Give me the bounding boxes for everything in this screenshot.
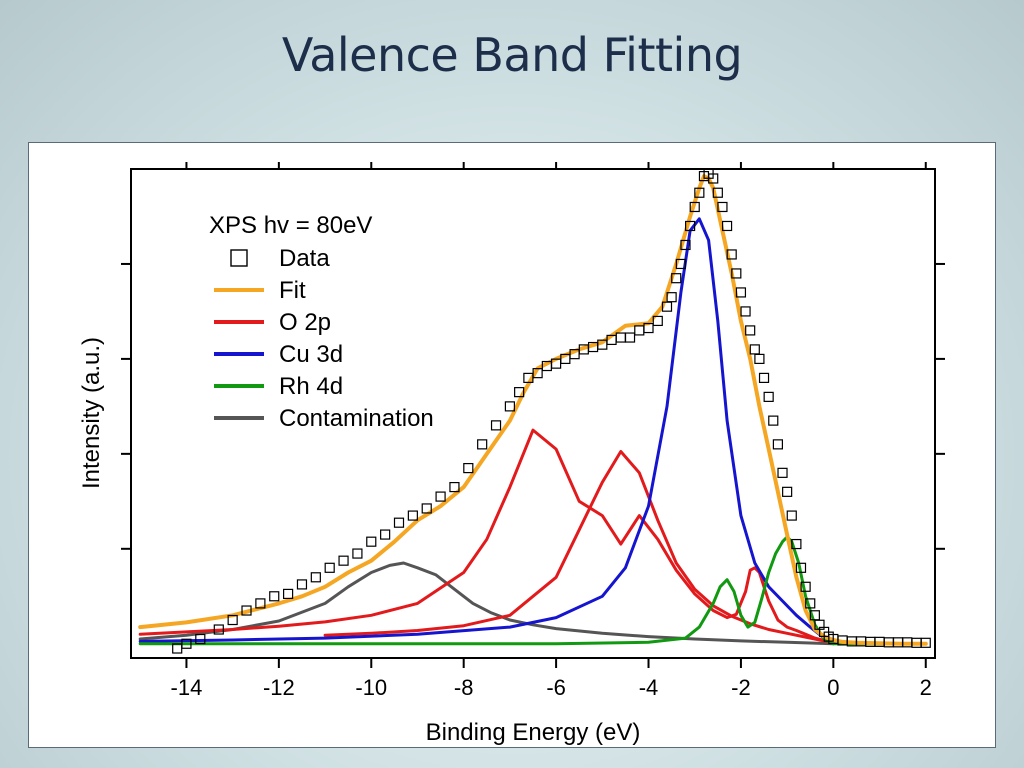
data-point — [195, 633, 206, 645]
legend-label: Rh 4d — [279, 373, 343, 400]
data-point — [532, 368, 543, 379]
spectrum-chart: -14 -12 -10 -8 -6 -4 -2 0 2 XPS hv = 80eV Data Fi… — [78, 162, 945, 746]
x-tick-label: -8 — [454, 675, 474, 700]
data-point — [920, 637, 931, 648]
x-tick-label: -6 — [546, 675, 566, 700]
x-tick-label: -4 — [639, 675, 659, 700]
x-tick-label: -12 — [263, 675, 295, 700]
legend-item-cu-3d: Cu 3d — [214, 341, 343, 368]
series-data-markers — [172, 169, 931, 654]
series-line-rh-4d — [138, 535, 928, 646]
legend-item-contamination: Contamination — [214, 405, 434, 432]
legend-swatch — [230, 249, 248, 267]
data-point — [685, 220, 696, 232]
data-point — [754, 353, 765, 365]
data-point — [407, 510, 418, 521]
tick-layer: -14 -12 -10 -8 -6 -4 -2 0 2 — [121, 162, 945, 700]
legend-item-data: Data — [230, 245, 330, 272]
data-point — [324, 562, 335, 573]
data-point — [763, 391, 774, 402]
data-point — [624, 332, 636, 343]
data-point — [782, 486, 793, 497]
legend-item-fit: Fit — [214, 277, 306, 304]
data-point — [680, 239, 691, 251]
data-point — [504, 401, 515, 412]
series-line-o-2p-second — [323, 450, 845, 646]
data-point — [758, 372, 770, 383]
data-point — [338, 555, 349, 566]
series-line-o-2p — [138, 428, 845, 646]
legend-item-rh-4d: Rh 4d — [214, 373, 343, 400]
data-point — [726, 249, 737, 260]
data-point — [393, 517, 405, 528]
data-point — [514, 387, 525, 398]
data-point — [740, 306, 751, 317]
data-point — [768, 415, 779, 426]
data-point — [745, 325, 756, 336]
x-tick-label: -14 — [171, 675, 203, 700]
data-point — [449, 481, 460, 493]
data-point — [296, 579, 308, 590]
x-tick-label: -10 — [355, 675, 387, 700]
data-point — [490, 420, 502, 431]
data-point — [675, 258, 686, 270]
legend: XPS hv = 80eV Data Fit O 2p Cu 3d Rh 4d Conta… — [209, 212, 434, 432]
legend-item-o-2p: O 2p — [214, 309, 331, 336]
data-point — [366, 536, 377, 547]
data-point — [717, 201, 728, 213]
y-axis-label: Intensity (a.u.) — [78, 337, 105, 489]
data-point — [255, 598, 266, 609]
data-point — [721, 220, 733, 232]
legend-title: XPS hv = 80eV — [209, 212, 372, 239]
data-point — [652, 315, 663, 327]
series-layer — [138, 169, 931, 654]
data-point — [643, 322, 654, 334]
data-point — [283, 588, 294, 600]
data-point — [380, 529, 391, 540]
slide-title: Valence Band Fitting — [281, 28, 743, 82]
data-point — [241, 605, 252, 616]
data-point — [227, 614, 238, 626]
data-point — [269, 591, 280, 602]
data-point — [671, 273, 682, 284]
data-point — [689, 201, 700, 213]
data-point — [435, 491, 446, 502]
figure-panel: -14 -12 -10 -8 -6 -4 -2 0 2 XPS hv = 80eV Data Fi… — [28, 142, 996, 748]
data-point — [310, 572, 321, 583]
x-tick-label: 2 — [920, 675, 932, 700]
legend-label: Cu 3d — [279, 341, 343, 368]
data-point — [352, 548, 363, 559]
data-point — [777, 467, 788, 478]
legend-label: O 2p — [279, 309, 331, 336]
data-point — [213, 624, 224, 635]
x-tick-label: 0 — [827, 675, 839, 700]
data-point — [463, 462, 474, 474]
data-point — [805, 598, 816, 609]
legend-label: Contamination — [279, 405, 434, 432]
data-point — [666, 292, 677, 303]
data-point — [800, 581, 811, 592]
data-point — [772, 439, 783, 450]
plot-frame — [130, 168, 936, 659]
data-point — [708, 173, 719, 184]
data-point — [712, 187, 723, 198]
data-point — [795, 562, 807, 573]
x-axis-label: Binding Energy (eV) — [426, 719, 641, 746]
x-tick-label: -2 — [731, 675, 751, 700]
data-point — [181, 638, 192, 649]
data-point — [421, 503, 432, 514]
data-point — [731, 268, 742, 279]
data-point — [735, 287, 747, 298]
data-point — [694, 187, 705, 198]
data-point — [786, 510, 797, 521]
legend-label: Fit — [279, 277, 306, 304]
series-line-contamination — [138, 561, 835, 646]
legend-label: Data — [279, 245, 330, 272]
data-point — [477, 439, 488, 450]
data-point — [791, 538, 802, 550]
